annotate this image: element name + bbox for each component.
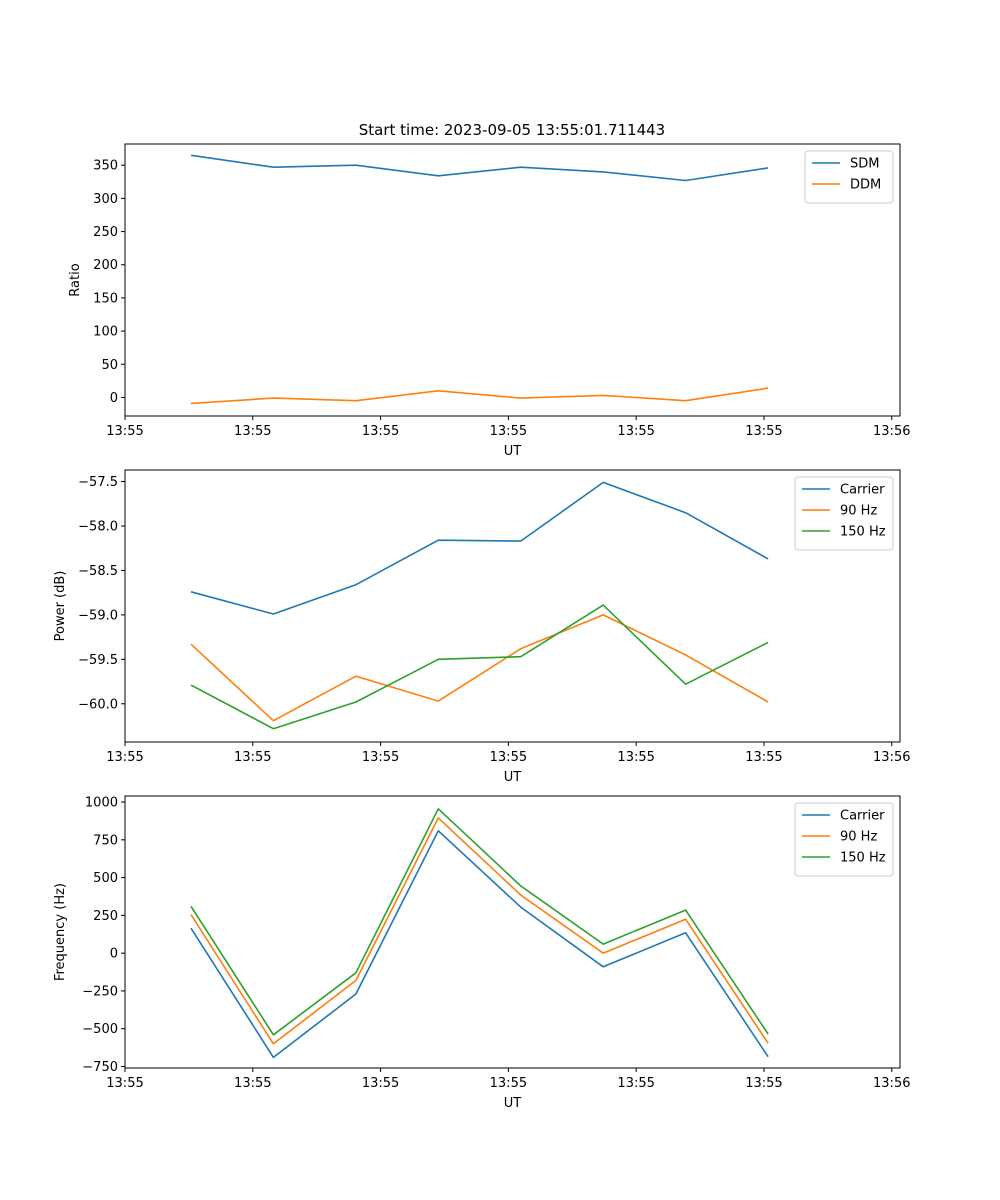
legend: Carrier 90 Hz 150 Hz <box>794 476 894 551</box>
figure-title: Start time: 2023-09-05 13:55:01.711443 <box>359 121 665 139</box>
x-tick-label: 13:55 <box>745 750 782 765</box>
y-tick-label: −59.5 <box>78 653 118 668</box>
y-tick-label: 300 <box>93 192 118 207</box>
x-tick-label: 13:56 <box>873 750 910 765</box>
y-tick-label: 0 <box>110 391 118 406</box>
x-tick-label: 13:55 <box>617 1076 654 1091</box>
y-tick-label: −60.0 <box>78 697 118 712</box>
y-tick-label: 100 <box>93 325 118 340</box>
x-axis-label: UT <box>504 444 522 459</box>
x-tick-label: 13:55 <box>234 424 271 439</box>
chart-panel-2: 13:55 13:55 13:55 13:55 13:55 13:55 13:56 −60.0… <box>53 469 910 785</box>
x-tick-label: 13:55 <box>106 424 143 439</box>
y-axis-label: Frequency (Hz) <box>53 883 68 981</box>
y-tick-label: 350 <box>93 159 118 174</box>
x-tick-label: 13:56 <box>873 424 910 439</box>
y-tick-label: −750 <box>82 1060 118 1075</box>
legend-label: 90 Hz <box>840 830 877 845</box>
legend-label: 150 Hz <box>840 851 886 866</box>
legend-label: 150 Hz <box>840 525 886 540</box>
series-line-150-hz <box>190 807 769 1036</box>
x-axis-label: UT <box>504 1096 522 1111</box>
x-tick-label: 13:55 <box>234 1076 271 1091</box>
x-tick-label: 13:55 <box>106 1076 143 1091</box>
x-tick-label: 13:55 <box>234 750 271 765</box>
axes-frame <box>124 795 901 1069</box>
y-tick-label: −57.5 <box>78 475 118 490</box>
legend-label: 90 Hz <box>840 504 877 519</box>
series-line-90-hz <box>190 817 769 1045</box>
series-line-ddm <box>190 387 769 405</box>
y-tick-label: −250 <box>82 984 118 999</box>
x-tick-label: 13:55 <box>617 750 654 765</box>
x-tick-label: 13:55 <box>745 1076 782 1091</box>
series-line-carrier <box>190 481 769 615</box>
x-tick-label: 13:55 <box>490 750 527 765</box>
x-tick-label: 13:55 <box>745 424 782 439</box>
y-tick-label: 150 <box>93 291 118 306</box>
series-line-90-hz <box>190 614 769 722</box>
y-tick-label: 0 <box>110 947 118 962</box>
y-tick-label: 200 <box>93 258 118 273</box>
legend-box <box>804 150 894 204</box>
x-tick-label: 13:55 <box>490 424 527 439</box>
x-tick-label: 13:55 <box>490 1076 527 1091</box>
x-tick-label: 13:55 <box>106 750 143 765</box>
x-tick-label: 13:55 <box>362 750 399 765</box>
legend-label: DDM <box>850 178 881 193</box>
y-tick-label: 50 <box>101 358 118 373</box>
y-tick-label: −59.0 <box>78 608 118 623</box>
y-tick-label: 750 <box>93 833 118 848</box>
axes-frame <box>124 143 901 417</box>
y-tick-label: 500 <box>93 871 118 886</box>
y-axis-label: Ratio <box>68 263 83 296</box>
y-tick-label: −500 <box>82 1022 118 1037</box>
y-tick-label: −58.0 <box>78 520 118 535</box>
series-line-sdm <box>190 154 769 182</box>
series-line-150-hz <box>190 604 769 730</box>
x-tick-label: 13:55 <box>362 424 399 439</box>
chart-panel-1: 13:55 13:55 13:55 13:55 13:55 13:55 13:56 0 50 10… <box>68 143 910 459</box>
y-tick-label: 1000 <box>85 796 118 811</box>
x-tick-label: 13:55 <box>362 1076 399 1091</box>
legend-label: Carrier <box>840 809 885 824</box>
y-tick-label: −58.5 <box>78 564 118 579</box>
legend-label: Carrier <box>840 483 885 498</box>
x-axis-label: UT <box>504 770 522 785</box>
legend-label: SDM <box>850 157 879 172</box>
axes-frame <box>124 469 901 743</box>
chart-panel-3: 13:55 13:55 13:55 13:55 13:55 13:55 13:56 −750 −… <box>53 795 910 1111</box>
x-tick-label: 13:56 <box>873 1076 910 1091</box>
y-tick-label: 250 <box>93 225 118 240</box>
legend: Carrier 90 Hz 150 Hz <box>794 802 894 877</box>
y-axis-label: Power (dB) <box>53 571 68 642</box>
x-tick-label: 13:55 <box>617 424 654 439</box>
legend: SDM DDM <box>804 150 894 204</box>
y-tick-label: 250 <box>93 909 118 924</box>
series-line-carrier <box>190 829 769 1059</box>
